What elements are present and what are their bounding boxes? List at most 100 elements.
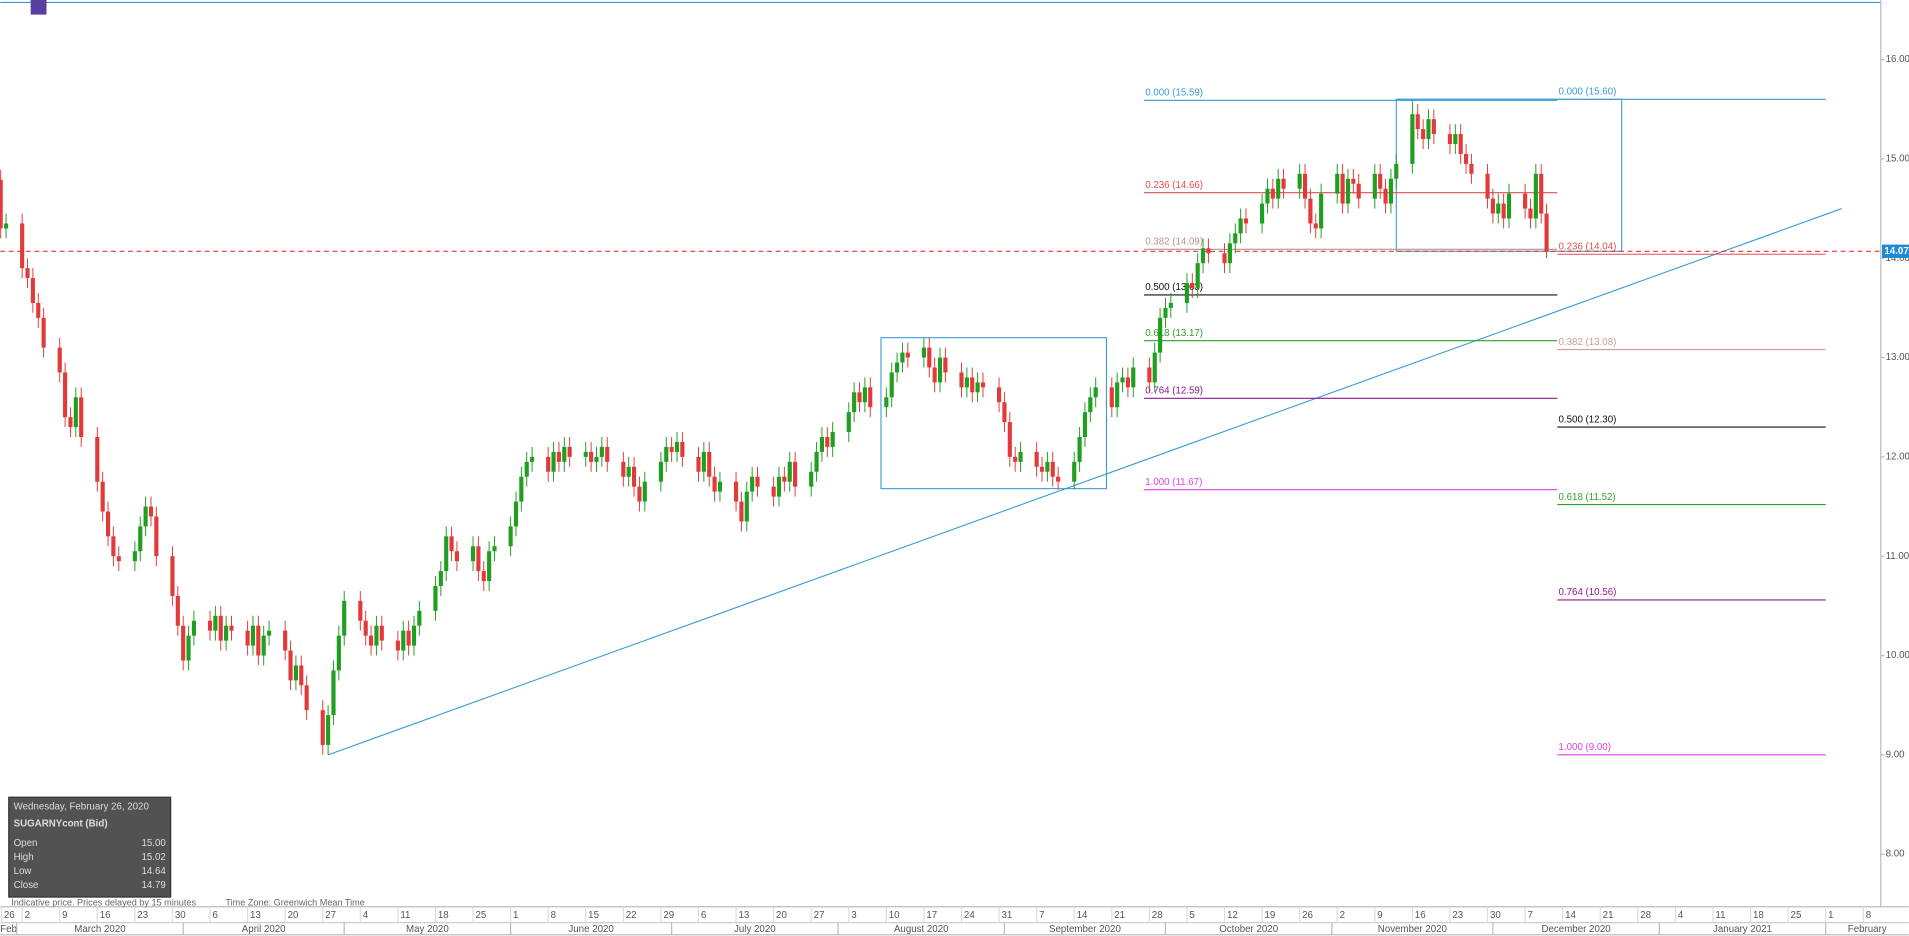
candle-body	[1270, 188, 1275, 199]
candle-body	[905, 352, 910, 358]
candle-body	[997, 387, 1002, 403]
x-tick-label: 3	[851, 910, 856, 921]
candle-body	[68, 417, 73, 428]
candle-body	[1490, 198, 1495, 214]
candle-body	[884, 397, 889, 408]
info-row-value: 14.79	[141, 880, 165, 891]
candle-body	[868, 387, 873, 408]
candle-body	[1039, 466, 1045, 472]
candle-body	[530, 456, 535, 462]
candle-body	[1082, 412, 1088, 438]
candle-body	[411, 625, 417, 646]
candle-body	[819, 437, 825, 452]
candle-body	[1281, 178, 1286, 189]
x-tick-label: 11	[1715, 910, 1725, 921]
candle-body	[669, 446, 674, 452]
x-tick-label: 31	[1002, 910, 1013, 921]
x-tick-label: 28	[1640, 910, 1651, 921]
candle-body	[1340, 173, 1345, 204]
month-label: Feb	[0, 924, 17, 935]
candle-body	[363, 620, 368, 636]
candle-body	[1485, 173, 1490, 199]
box-annotation	[880, 337, 1107, 490]
candle-body	[943, 357, 948, 373]
candle-body	[1168, 302, 1173, 308]
candle-body	[1163, 307, 1168, 318]
candle-body	[1533, 173, 1538, 219]
candle-body	[1125, 377, 1130, 388]
candle-body	[594, 456, 599, 462]
info-row-value: 15.02	[141, 852, 165, 863]
candle-body	[932, 367, 937, 383]
candle-body	[358, 600, 363, 621]
candle-body	[63, 372, 68, 418]
x-tick-label: 7	[1039, 910, 1044, 921]
candle-body	[1034, 451, 1039, 467]
candle-body	[562, 446, 567, 462]
candle-body	[895, 362, 900, 373]
candle-body	[1227, 243, 1232, 264]
candle-body	[218, 615, 223, 641]
candle-body	[1131, 367, 1136, 388]
y-tick-label: 8.00	[1886, 849, 1906, 860]
x-tick-label: 6	[212, 910, 217, 921]
candle-body	[1335, 173, 1340, 194]
candle-body	[658, 461, 663, 482]
candle-body	[771, 486, 776, 497]
axes: 8.009.0010.0011.0012.0013.0014.0015.0016…	[0, 54, 1909, 935]
candle-body	[1308, 198, 1313, 224]
candle-body	[621, 461, 626, 477]
month-label: June 2020	[568, 924, 614, 935]
candle-body	[261, 635, 266, 656]
y-tick-label: 9.00	[1886, 749, 1906, 760]
fib-label: 0.500 (12.30)	[1559, 414, 1617, 425]
candle-body	[964, 377, 969, 388]
info-row-value: 15.00	[141, 838, 166, 849]
candle-body	[546, 456, 551, 472]
candle-body	[1233, 233, 1238, 244]
candle-body	[1050, 461, 1055, 477]
candle-body	[320, 710, 325, 745]
fib-label: 0.618 (13.17)	[1145, 328, 1203, 339]
candle-body	[1501, 203, 1506, 219]
candle-body	[304, 685, 309, 711]
candle-body	[825, 437, 830, 447]
candle-body	[642, 481, 647, 502]
candle-body	[342, 600, 347, 636]
x-tick-label: 4	[1678, 910, 1684, 921]
candle-body	[401, 630, 406, 651]
candle-body	[551, 451, 556, 472]
candle-body	[148, 506, 154, 517]
logo	[30, 0, 47, 15]
fib-label: 0.000 (15.59)	[1145, 88, 1203, 99]
candle-body	[79, 397, 84, 438]
candle-body	[186, 635, 191, 661]
candle-body	[739, 501, 744, 522]
candle-body	[105, 511, 111, 537]
x-tick-label: 21	[1603, 910, 1614, 921]
fib-label: 0.764 (10.56)	[1559, 587, 1617, 598]
candle-body	[374, 625, 379, 646]
candle-body	[1458, 134, 1463, 154]
x-tick-label: 15	[588, 910, 599, 921]
candle-body	[1195, 263, 1200, 289]
fib-label: 0.000 (15.60)	[1559, 87, 1617, 98]
candle-body	[417, 610, 422, 626]
x-tick-label: 11	[400, 910, 410, 921]
candle-body	[809, 471, 814, 487]
y-tick-label: 11.00	[1886, 551, 1909, 562]
candle-body	[154, 516, 159, 557]
candle-body	[776, 476, 782, 497]
candle-body	[224, 625, 229, 641]
candle-body	[175, 595, 180, 626]
x-tick-label: 1	[513, 910, 518, 921]
candle-body	[1056, 476, 1061, 482]
x-tick-label: 27	[814, 910, 825, 921]
current-price-box	[1881, 244, 1909, 258]
fib-label: 0.618 (11.52)	[1559, 492, 1616, 503]
fib-label: 1.000 (9.00)	[1559, 742, 1611, 753]
info-box: Wednesday, February 26, 2020 SUGARNYcont…	[8, 796, 172, 898]
fib-label: 0.500 (13.63)	[1145, 282, 1203, 293]
